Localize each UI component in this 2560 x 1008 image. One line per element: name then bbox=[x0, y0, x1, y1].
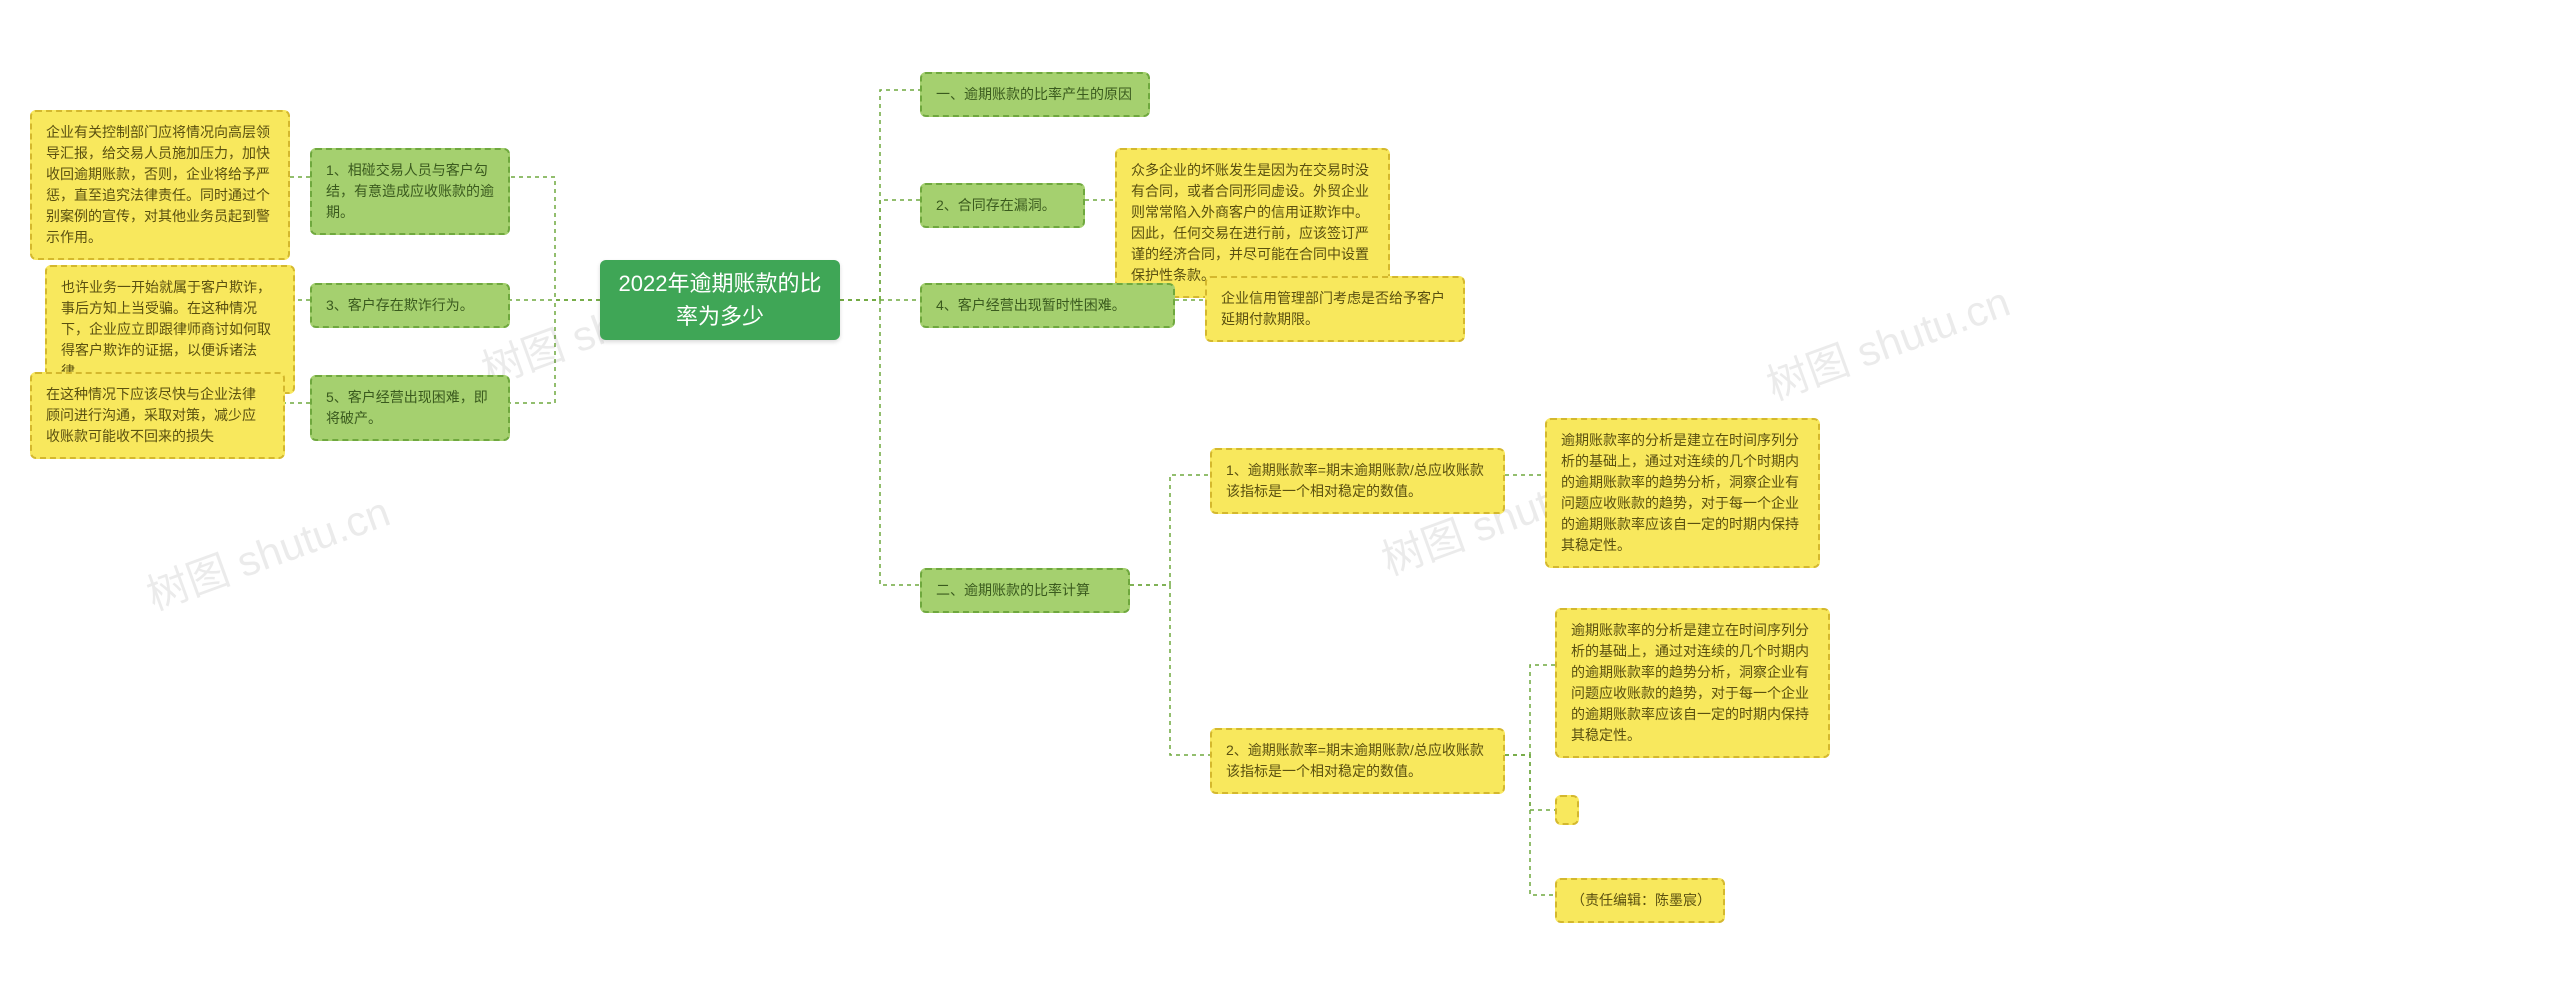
node-right-4-detail: 企业信用管理部门考虑是否给予客户延期付款期限。 bbox=[1205, 276, 1465, 342]
node-right-calc-2-detail: 逾期账款率的分析是建立在时间序列分析的基础上，通过对连续的几个时期内的逾期账款率… bbox=[1555, 608, 1830, 758]
watermark: 树图 shutu.cn bbox=[1757, 268, 2017, 412]
node-left-1-detail: 企业有关控制部门应将情况向高层领导汇报，给交易人员施加压力，加快收回逾期账款，否… bbox=[30, 110, 290, 260]
node-right-calc-2-editor: （责任编辑：陈墨宸） bbox=[1555, 878, 1725, 923]
node-right-calc-1: 1、逾期账款率=期末逾期账款/总应收账款 该指标是一个相对稳定的数值。 bbox=[1210, 448, 1505, 514]
node-right-cause: 一、逾期账款的比率产生的原因 bbox=[920, 72, 1150, 117]
watermark: 树图 shutu.cn bbox=[137, 478, 397, 622]
node-right-calc-1-detail: 逾期账款率的分析是建立在时间序列分析的基础上，通过对连续的几个时期内的逾期账款率… bbox=[1545, 418, 1820, 568]
node-right-calc-2-empty bbox=[1555, 795, 1579, 825]
node-left-5: 5、客户经营出现困难，即将破产。 bbox=[310, 375, 510, 441]
node-left-5-detail: 在这种情况下应该尽快与企业法律顾问进行沟通，采取对策，减少应收账款可能收不回来的… bbox=[30, 372, 285, 459]
node-right-calc: 二、逾期账款的比率计算 bbox=[920, 568, 1130, 613]
node-right-2: 2、合同存在漏洞。 bbox=[920, 183, 1085, 228]
root-node: 2022年逾期账款的比率为多少 bbox=[600, 260, 840, 340]
node-left-1: 1、相碰交易人员与客户勾结，有意造成应收账款的逾期。 bbox=[310, 148, 510, 235]
node-left-3: 3、客户存在欺诈行为。 bbox=[310, 283, 510, 328]
node-right-calc-2: 2、逾期账款率=期末逾期账款/总应收账款 该指标是一个相对稳定的数值。 bbox=[1210, 728, 1505, 794]
node-right-4: 4、客户经营出现暂时性困难。 bbox=[920, 283, 1175, 328]
